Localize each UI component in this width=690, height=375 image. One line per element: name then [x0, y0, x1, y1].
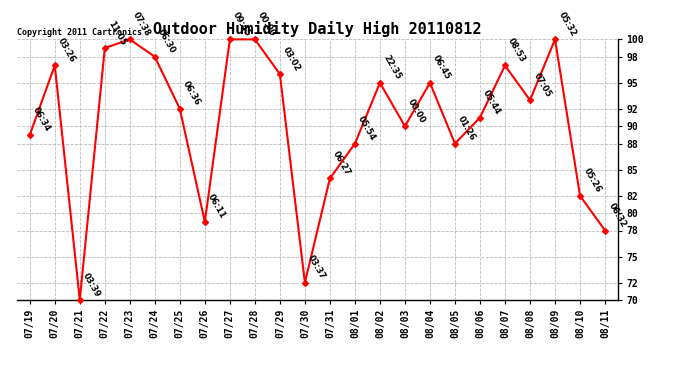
Text: 06:45: 06:45	[431, 54, 453, 81]
Text: 08:53: 08:53	[506, 37, 527, 64]
Text: 07:05: 07:05	[531, 71, 553, 99]
Text: 00:00: 00:00	[406, 98, 427, 125]
Text: 22:35: 22:35	[382, 54, 402, 81]
Text: 11:05: 11:05	[106, 19, 128, 46]
Title: Outdoor Humidity Daily High 20110812: Outdoor Humidity Daily High 20110812	[153, 21, 482, 37]
Text: 05:26: 05:26	[582, 167, 602, 194]
Text: 01:26: 01:26	[456, 115, 477, 142]
Text: 09:45: 09:45	[231, 10, 253, 38]
Text: 06:11: 06:11	[206, 193, 228, 220]
Text: 06:36: 06:36	[181, 80, 202, 108]
Text: 03:02: 03:02	[282, 45, 302, 73]
Text: 03:39: 03:39	[81, 271, 102, 298]
Text: 06:30: 06:30	[156, 28, 177, 56]
Text: 06:34: 06:34	[31, 106, 52, 134]
Text: 03:37: 03:37	[306, 254, 327, 281]
Text: 06:27: 06:27	[331, 149, 353, 177]
Text: Copyright 2011 Cartronics: Copyright 2011 Cartronics	[17, 28, 142, 37]
Text: 03:26: 03:26	[56, 36, 77, 64]
Text: 06:32: 06:32	[607, 201, 627, 229]
Text: 05:32: 05:32	[556, 10, 578, 38]
Text: 00:00: 00:00	[256, 10, 277, 38]
Text: 05:44: 05:44	[482, 88, 502, 116]
Text: 05:54: 05:54	[356, 115, 377, 142]
Text: 07:38: 07:38	[131, 10, 152, 38]
